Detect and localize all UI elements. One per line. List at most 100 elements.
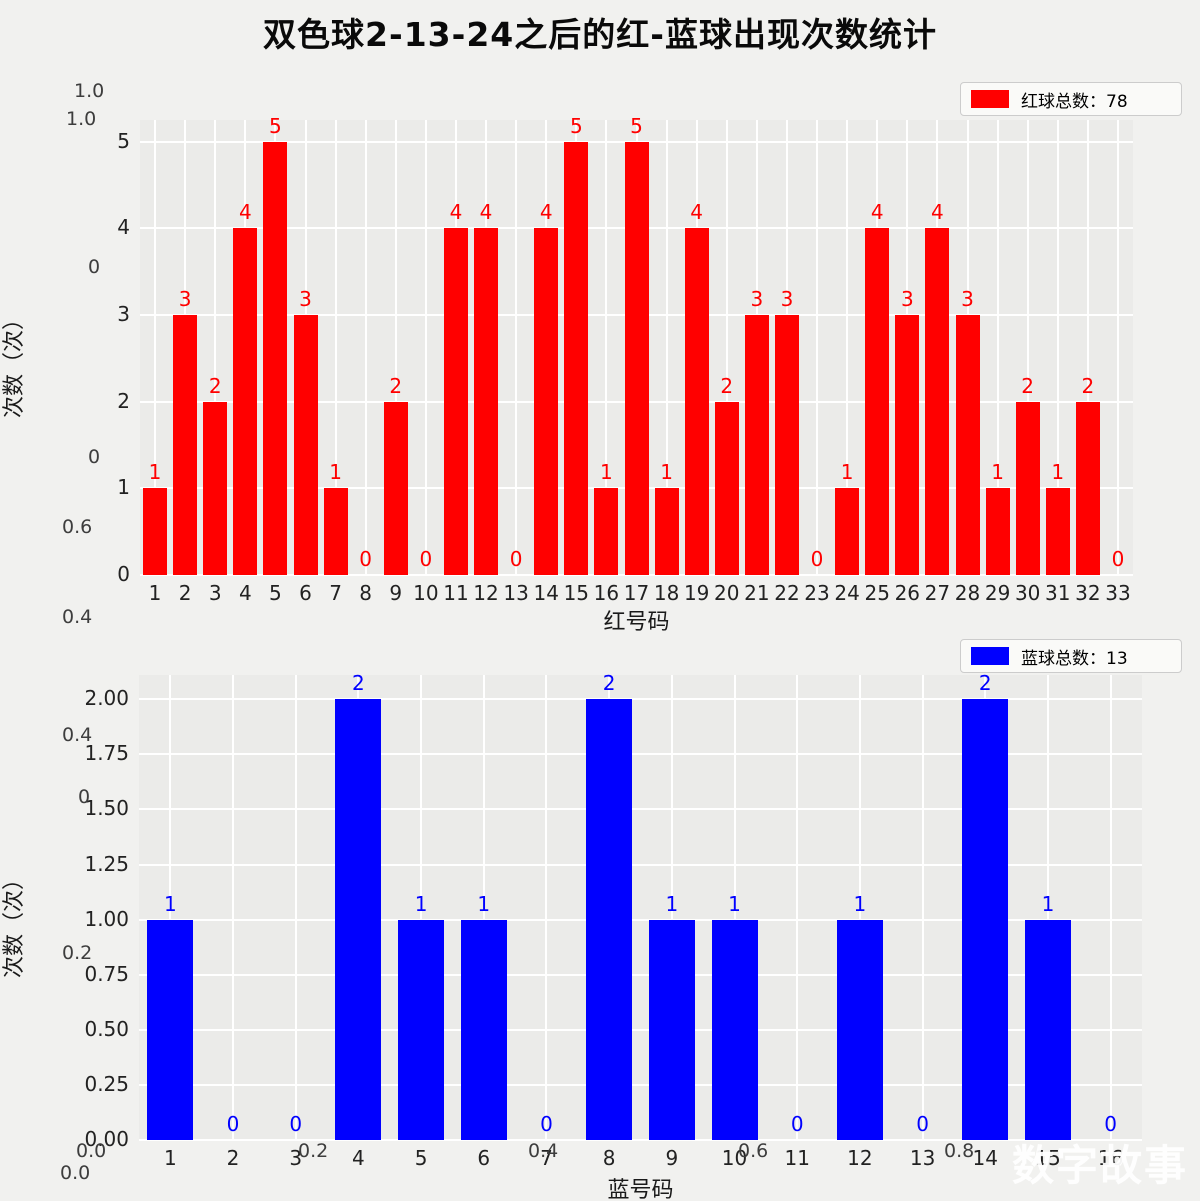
bar-value-label: 2 — [208, 374, 222, 398]
blue-chart-plot-area: 0.00 0.25 0.50 0.75 1.00 1.25 1.50 1.75 2.00 1 1 0 2… — [84, 671, 1142, 1170]
bar-value-label: 1 — [600, 460, 613, 484]
x-tick-label: 5 — [269, 581, 282, 605]
x-tick-label: 33 — [1105, 581, 1131, 605]
bar-value-label: 1 — [840, 460, 854, 484]
bar-red-11 — [443, 228, 468, 575]
bar-blue-15 — [1024, 920, 1071, 1140]
x-tick-label: 23 — [804, 581, 830, 605]
bar-value-label: 4 — [238, 200, 252, 224]
gridline-horizontal — [139, 1083, 1142, 1086]
y-tick-label: 4 — [117, 215, 130, 240]
x-tick-label: 11 — [443, 581, 469, 605]
gridline-vertical — [1026, 120, 1029, 575]
bar-value-label: 4 — [449, 200, 463, 224]
gridline-horizontal — [139, 863, 1142, 866]
x-tick-label: 15 — [1035, 1146, 1061, 1170]
bar-red-7 — [323, 488, 348, 575]
bar-value-label: 0 — [1111, 547, 1125, 571]
bar-red-18 — [654, 488, 679, 575]
gridline-vertical — [334, 120, 337, 575]
bar-value-label: 0 — [289, 1112, 303, 1136]
bar-red-27 — [925, 228, 950, 575]
red-chart-plot-area: 0 1 2 3 4 5 1 1 3 2 2 3 4 4 5 5 3 6 1 7 0 8 2 9 0 10 4 11 4 12 0 13 4 14 5… — [117, 114, 1133, 605]
bar-blue-1 — [147, 920, 194, 1140]
bar-red-15 — [564, 142, 589, 575]
bar-red-22 — [774, 315, 799, 575]
gridline-vertical — [154, 120, 157, 575]
y-tick-label: 1 — [117, 475, 130, 500]
ghost-axis-label: 0.2 — [62, 942, 93, 964]
x-tick-label: 13 — [909, 1146, 936, 1170]
x-tick-label: 10 — [721, 1146, 748, 1170]
bar-value-label: 0 — [790, 1112, 804, 1136]
x-tick-label: 5 — [414, 1146, 428, 1170]
gridline-vertical — [1109, 675, 1112, 1140]
red-legend-swatch-icon — [971, 90, 1009, 108]
red-legend-label: 红球总数：78 — [1021, 91, 1128, 112]
bar-blue-14 — [962, 699, 1009, 1140]
blue-legend-label: 蓝球总数：13 — [1021, 648, 1128, 669]
gridline-horizontal — [139, 1139, 1142, 1141]
bar-value-label: 2 — [602, 671, 616, 695]
bar-red-20 — [714, 402, 739, 575]
y-tick-label: 1.25 — [84, 851, 129, 876]
gridline-horizontal — [139, 1028, 1142, 1031]
y-tick-label: 5 — [117, 128, 130, 153]
y-tick-label: 2.00 — [84, 686, 129, 711]
x-tick-label: 2 — [178, 581, 192, 605]
bar-blue-5 — [398, 920, 445, 1140]
bar-value-label: 0 — [359, 547, 373, 571]
gridline-vertical — [394, 120, 397, 575]
bar-value-label: 4 — [931, 200, 944, 224]
y-tick-label: 1.75 — [84, 741, 129, 766]
bar-blue-6 — [460, 920, 507, 1140]
bar-blue-9 — [648, 920, 695, 1140]
bar-red-29 — [985, 488, 1010, 575]
bar-value-label: 0 — [226, 1112, 240, 1136]
ghost-axis-label: 0.4 — [62, 606, 93, 628]
bar-blue-8 — [586, 699, 633, 1140]
gridline-vertical — [424, 120, 427, 575]
x-tick-label: 15 — [563, 581, 590, 605]
x-tick-label: 1 — [163, 1146, 177, 1170]
gridline-vertical — [665, 120, 668, 575]
x-tick-label: 21 — [744, 581, 770, 605]
gridline-vertical — [1046, 675, 1049, 1140]
bar-red-31 — [1045, 488, 1070, 575]
bar-red-12 — [474, 228, 499, 575]
gridline-vertical — [364, 120, 367, 575]
gridline-horizontal — [139, 918, 1142, 921]
x-tick-label: 20 — [714, 581, 740, 605]
bar-red-2 — [173, 315, 198, 575]
x-tick-label: 9 — [389, 581, 403, 605]
x-tick-label: 16 — [593, 581, 620, 605]
bar-value-label: 3 — [900, 287, 914, 311]
x-tick-label: 6 — [299, 581, 312, 605]
bar-red-5 — [263, 142, 288, 575]
x-tick-label: 29 — [984, 581, 1011, 605]
bar-value-label: 4 — [479, 200, 493, 224]
bar-value-label: 1 — [665, 892, 679, 916]
x-tick-label: 31 — [1045, 581, 1071, 605]
gridline-vertical — [1116, 120, 1119, 575]
ghost-axis-label: 0.6 — [62, 516, 93, 538]
bar-blue-12 — [836, 920, 883, 1140]
bar-value-label: 1 — [477, 892, 491, 916]
gridline-vertical — [725, 120, 728, 575]
x-tick-label: 16 — [1097, 1146, 1124, 1170]
gridline-horizontal — [139, 973, 1142, 976]
gridline-horizontal — [139, 698, 1142, 701]
bar-value-label: 2 — [389, 374, 403, 398]
bar-red-26 — [895, 315, 920, 575]
x-tick-label: 25 — [864, 581, 890, 605]
x-tick-label: 3 — [289, 1146, 303, 1170]
x-tick-label: 28 — [954, 581, 981, 605]
x-tick-label: 14 — [972, 1146, 998, 1170]
x-tick-label: 12 — [847, 1146, 873, 1170]
bar-value-label: 0 — [1104, 1112, 1118, 1136]
bar-value-label: 1 — [853, 892, 867, 916]
bar-value-label: 3 — [299, 287, 312, 311]
blue-x-axis-title: 蓝号码 — [607, 1178, 674, 1201]
y-tick-label: 2 — [117, 388, 130, 413]
gridline-vertical — [1056, 120, 1059, 575]
